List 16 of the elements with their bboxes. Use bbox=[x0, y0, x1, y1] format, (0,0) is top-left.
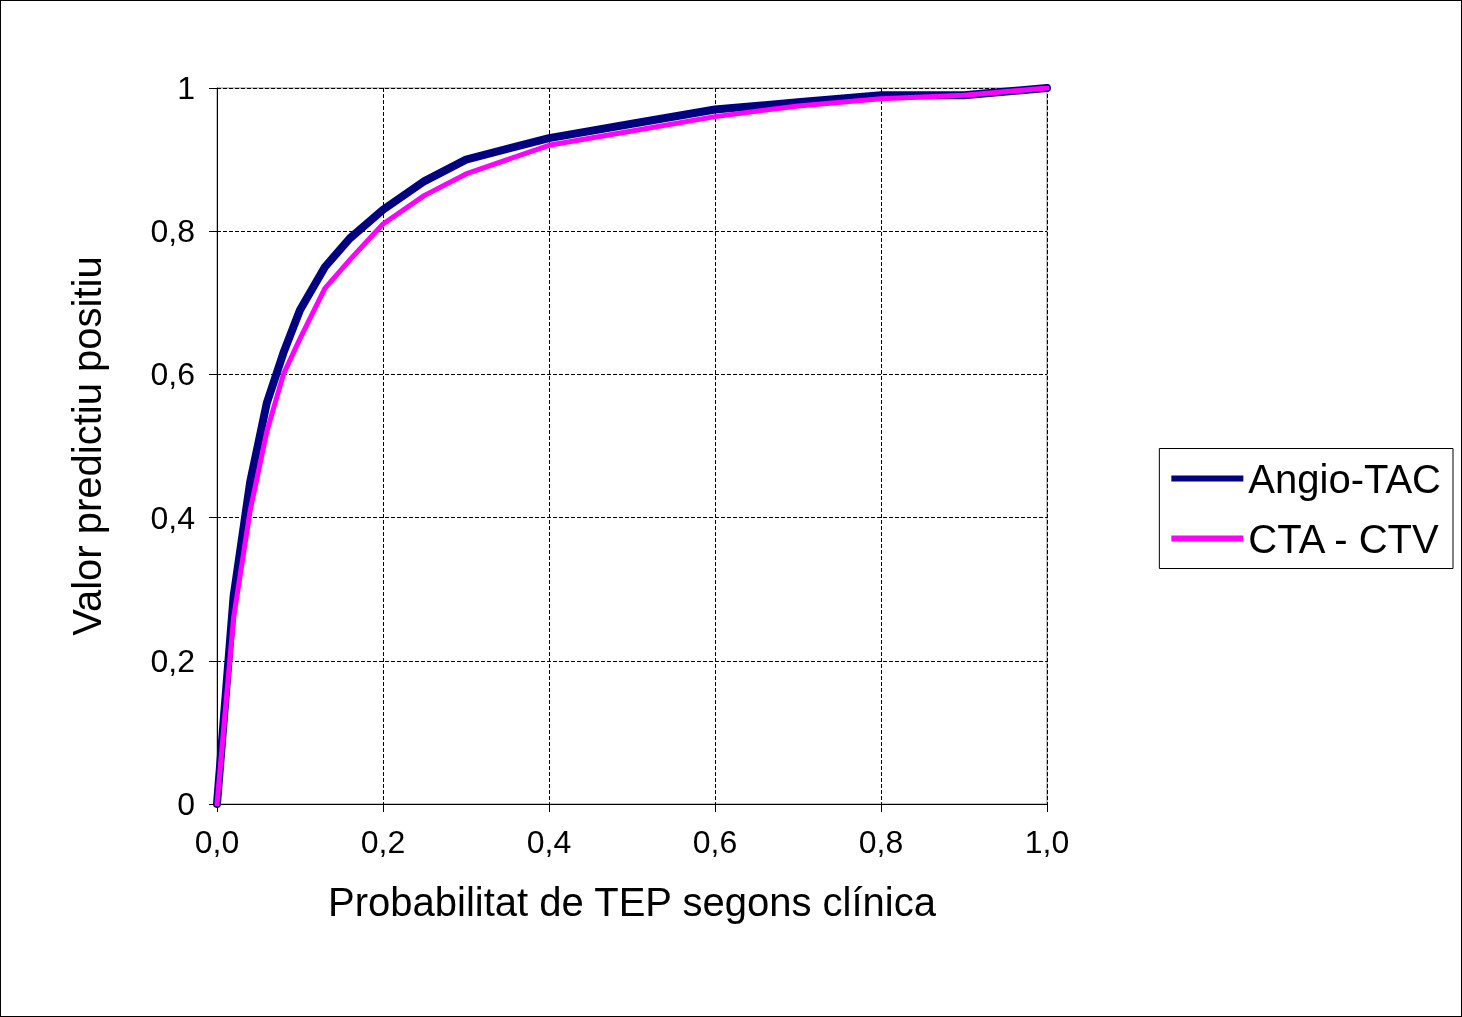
y-tick-label: 0,2 bbox=[150, 642, 195, 679]
x-tick-label: 0,0 bbox=[194, 824, 240, 860]
x-tick-label: 1,0 bbox=[1024, 824, 1070, 860]
x-tick-label: 0,6 bbox=[692, 824, 738, 860]
x-axis-title: Probabilitat de TEP segons clínica bbox=[328, 880, 937, 924]
x-tick-label: 0,8 bbox=[858, 824, 904, 860]
y-axis-title: Valor predictiu positiu bbox=[65, 256, 109, 636]
y-tick-label: 0,6 bbox=[150, 356, 195, 393]
x-tick-label: 0,2 bbox=[360, 824, 406, 860]
x-tick-label: 0,4 bbox=[526, 824, 572, 860]
y-tick-label: 0 bbox=[177, 786, 195, 822]
legend-label: CTA - CTV bbox=[1248, 516, 1440, 561]
legend-label: Angio-TAC bbox=[1248, 456, 1441, 501]
y-tick-label: 0,4 bbox=[150, 499, 195, 536]
y-tick-label: 0,8 bbox=[150, 213, 195, 250]
y-tick-label: 1 bbox=[177, 70, 195, 106]
